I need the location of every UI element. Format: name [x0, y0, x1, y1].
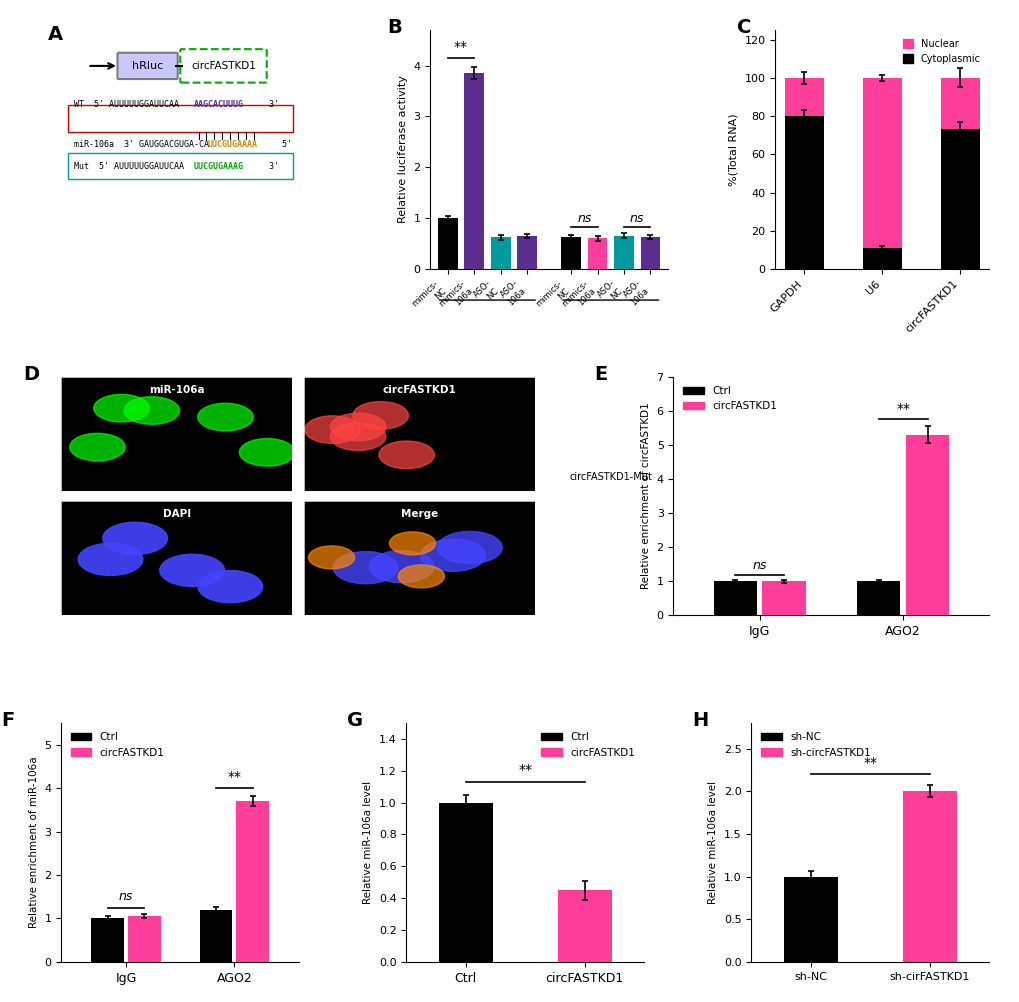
Text: circFASTKD1: circFASTKD1 — [191, 61, 256, 71]
Text: D: D — [23, 365, 40, 384]
Bar — [785, 116, 823, 269]
Circle shape — [334, 539, 398, 571]
Text: miR-106a: miR-106a — [149, 385, 205, 395]
Y-axis label: Relative enrichment of miR-106a: Relative enrichment of miR-106a — [29, 757, 39, 928]
Text: C: C — [736, 18, 750, 37]
Bar — [464, 73, 484, 269]
Bar — [862, 247, 901, 269]
Circle shape — [201, 420, 257, 448]
Circle shape — [118, 405, 173, 433]
Circle shape — [207, 433, 263, 460]
Text: ns: ns — [752, 559, 766, 572]
Circle shape — [381, 441, 436, 468]
Bar — [200, 910, 232, 962]
Text: F: F — [2, 711, 15, 730]
Text: ns: ns — [577, 211, 591, 224]
Circle shape — [398, 415, 454, 442]
Text: AAGCACUUUG: AAGCACUUUG — [194, 99, 244, 108]
Bar — [587, 238, 607, 269]
Bar — [490, 237, 511, 269]
Bar — [856, 581, 900, 615]
Y-axis label: Relative miR-106a level: Relative miR-106a level — [363, 781, 373, 904]
FancyBboxPatch shape — [67, 105, 292, 131]
Circle shape — [386, 543, 451, 576]
Circle shape — [363, 570, 410, 593]
Text: 5': 5' — [277, 140, 291, 149]
Circle shape — [359, 572, 424, 604]
FancyBboxPatch shape — [117, 53, 177, 79]
Bar — [437, 218, 458, 269]
Circle shape — [348, 420, 405, 447]
Bar — [902, 792, 956, 962]
FancyBboxPatch shape — [67, 153, 292, 179]
Y-axis label: Relative luciferase activity: Relative luciferase activity — [397, 75, 408, 223]
FancyBboxPatch shape — [180, 49, 266, 82]
Text: ns: ns — [119, 890, 133, 903]
Y-axis label: Relative enrichment of circFASTKD1: Relative enrichment of circFASTKD1 — [640, 403, 650, 589]
Text: circFASTKD1: circFASTKD1 — [382, 385, 455, 395]
Bar — [438, 803, 492, 962]
Text: ns: ns — [630, 211, 644, 224]
Text: **: ** — [896, 402, 909, 416]
Text: **: ** — [862, 756, 876, 770]
Circle shape — [136, 458, 191, 485]
Text: 3': 3' — [264, 99, 279, 108]
Legend: Ctrl, circFASTKD1: Ctrl, circFASTKD1 — [678, 382, 781, 415]
Bar — [128, 916, 161, 962]
Legend: Ctrl, circFASTKD1: Ctrl, circFASTKD1 — [66, 728, 168, 762]
Text: Merge: Merge — [400, 509, 438, 519]
Text: **: ** — [518, 764, 532, 778]
Text: G: G — [346, 711, 363, 730]
Bar — [905, 435, 949, 615]
Text: DAPI: DAPI — [163, 509, 191, 519]
Bar — [785, 78, 823, 116]
Y-axis label: %(Total RNA): %(Total RNA) — [729, 113, 738, 185]
Text: Mut  5' AUUUUUGGAUUCAA: Mut 5' AUUUUUGGAUUCAA — [74, 161, 184, 170]
Bar — [784, 877, 837, 962]
Circle shape — [89, 508, 154, 540]
Circle shape — [89, 565, 154, 597]
Legend: Nuclear, Cytoplasmic: Nuclear, Cytoplasmic — [899, 35, 983, 67]
Bar — [557, 890, 611, 962]
Text: circFASTKD1-WT: circFASTKD1-WT — [447, 472, 527, 482]
Circle shape — [393, 553, 440, 576]
Text: miR-106a  3' GAUGGACGUGA-CA: miR-106a 3' GAUGGACGUGA-CA — [74, 140, 209, 149]
Text: **: ** — [227, 770, 242, 784]
Legend: Ctrl, circFASTKD1: Ctrl, circFASTKD1 — [536, 728, 639, 762]
Bar — [236, 802, 269, 962]
Text: circFASTKD1-Mut: circFASTKD1-Mut — [569, 472, 651, 482]
Circle shape — [375, 428, 431, 455]
Circle shape — [316, 571, 381, 603]
Bar — [92, 919, 124, 962]
Legend: sh-NC, sh-circFASTKD1: sh-NC, sh-circFASTKD1 — [756, 728, 874, 762]
Text: B: B — [387, 18, 401, 37]
Circle shape — [362, 552, 408, 575]
Bar — [640, 236, 659, 269]
Bar — [517, 235, 536, 269]
Bar — [940, 78, 978, 129]
Text: UUCGUGAAAG: UUCGUGAAAG — [194, 161, 244, 170]
Bar — [560, 237, 581, 269]
Circle shape — [127, 567, 192, 599]
Bar — [613, 235, 634, 269]
Text: **: ** — [453, 40, 468, 54]
Bar — [862, 78, 901, 247]
Bar — [762, 581, 805, 615]
Text: WT  5' AUUUUUGGAUUCAA: WT 5' AUUUUUGGAUUCAA — [74, 99, 179, 108]
Circle shape — [415, 424, 471, 452]
Circle shape — [206, 408, 261, 436]
Bar — [713, 581, 756, 615]
Circle shape — [159, 538, 224, 570]
Text: E: E — [594, 365, 607, 384]
Text: H: H — [691, 711, 707, 730]
Text: hRluc: hRluc — [131, 61, 163, 71]
Bar — [940, 129, 978, 269]
Text: 3': 3' — [264, 161, 279, 170]
Y-axis label: Relative miR-106a level: Relative miR-106a level — [707, 781, 717, 904]
Text: A: A — [48, 25, 63, 44]
Text: UUCGUGAAAA: UUCGUGAAAA — [207, 140, 257, 149]
